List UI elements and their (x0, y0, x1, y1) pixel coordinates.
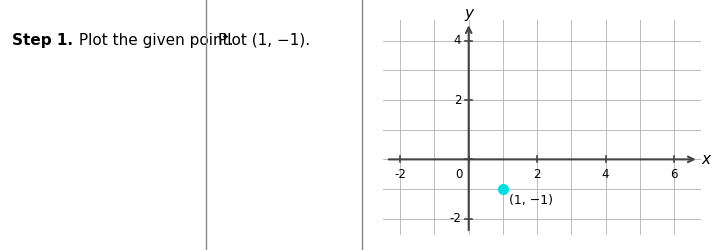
Text: Step 1.: Step 1. (12, 32, 73, 48)
Text: 2: 2 (534, 168, 541, 181)
Text: 4: 4 (602, 168, 609, 181)
Text: x: x (701, 152, 710, 167)
Text: Plot (1, −1).: Plot (1, −1). (218, 32, 311, 48)
Text: 6: 6 (670, 168, 677, 181)
Text: 0: 0 (455, 168, 463, 181)
Text: -2: -2 (449, 212, 461, 225)
Text: 4: 4 (453, 34, 461, 47)
Text: 2: 2 (453, 94, 461, 106)
Text: -2: -2 (394, 168, 406, 181)
Text: (1, −1): (1, −1) (509, 194, 553, 207)
Text: Plot the given point.: Plot the given point. (74, 32, 234, 48)
Text: y: y (464, 6, 474, 20)
